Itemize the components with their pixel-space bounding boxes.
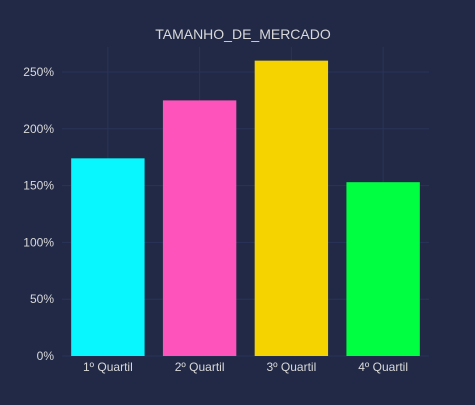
chart-title: TAMANHO_DE_MERCADO [155, 26, 331, 42]
x-tick-label: 4º Quartil [358, 360, 408, 374]
x-tick-label: 3º Quartil [267, 360, 317, 374]
bar-2 [163, 100, 236, 356]
y-tick-label: 50% [30, 292, 54, 306]
y-tick-label: 100% [23, 235, 54, 249]
bar-1 [71, 158, 144, 356]
y-tick-label: 150% [23, 179, 54, 193]
y-axis-ticks: 0% 50% 100% 150% 200% 250% [23, 65, 54, 363]
y-tick-label: 250% [23, 65, 54, 79]
bar-4 [346, 182, 419, 356]
bars [71, 61, 420, 356]
y-tick-label: 0% [37, 349, 55, 363]
x-axis-ticks: 1º Quartil 2º Quartil 3º Quartil 4º Quartil [83, 360, 408, 374]
bar-3 [255, 61, 328, 356]
x-tick-label: 1º Quartil [83, 360, 133, 374]
x-tick-label: 2º Quartil [175, 360, 225, 374]
y-tick-label: 200% [23, 122, 54, 136]
